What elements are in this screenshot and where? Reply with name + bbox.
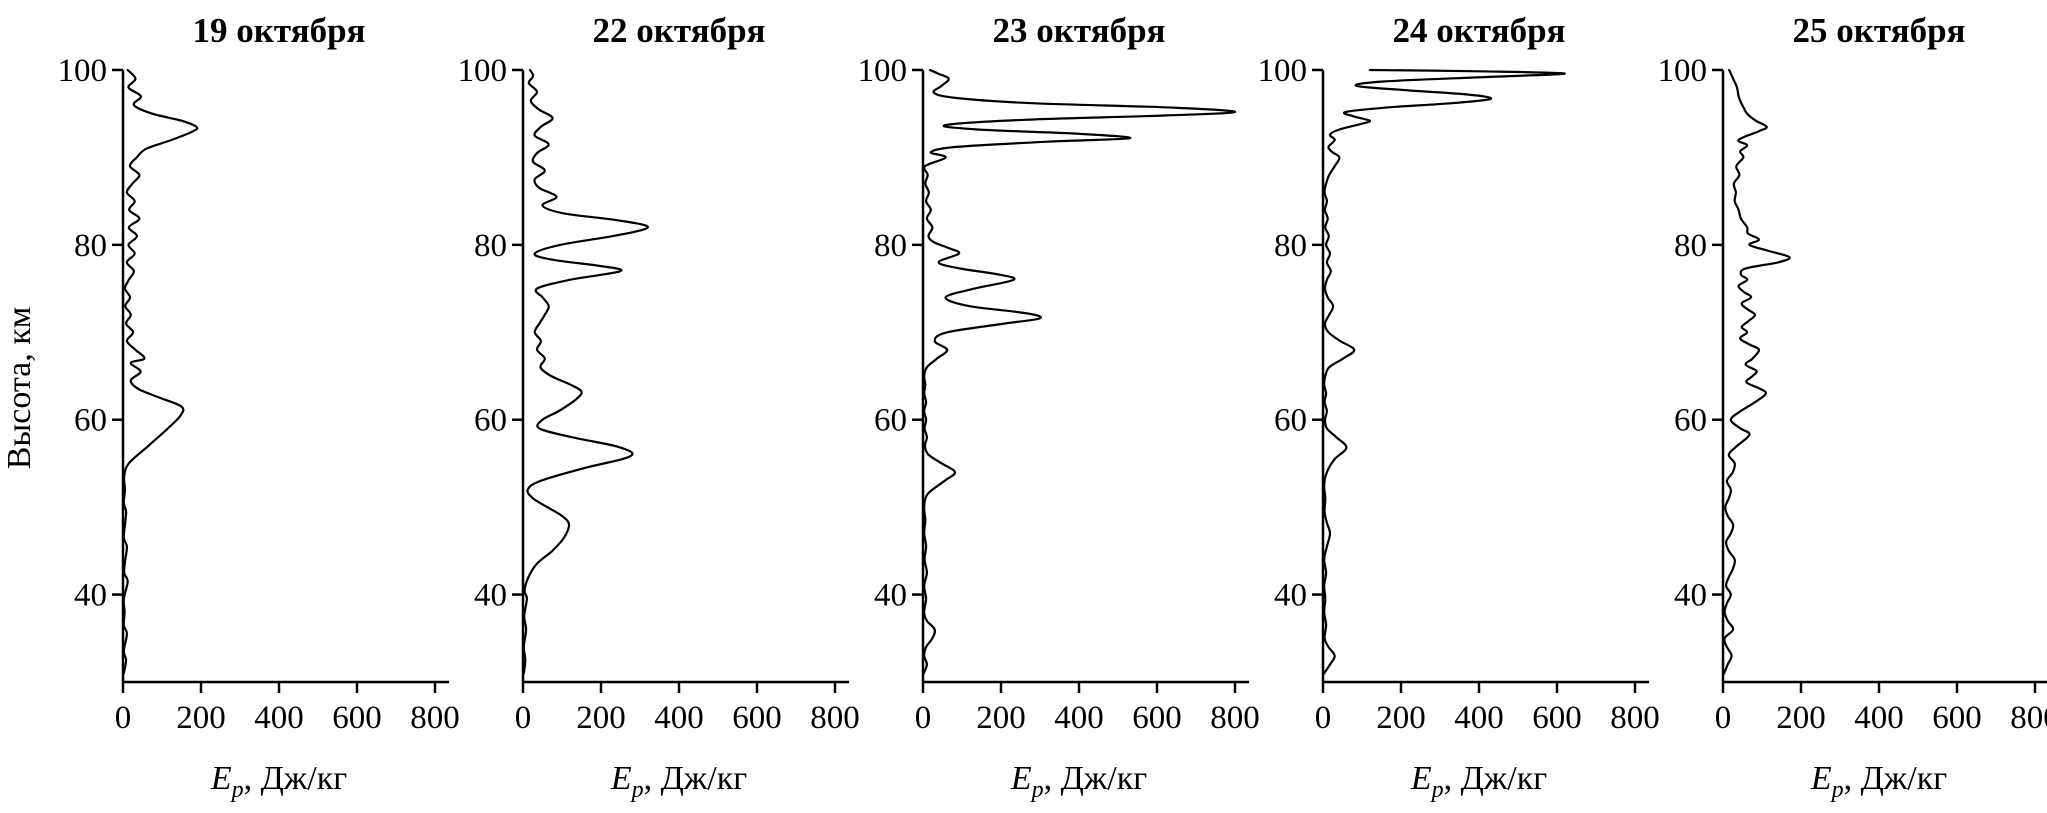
x-tick-label: 200 (1776, 700, 1826, 736)
x-axis-label-var: E (610, 760, 632, 797)
x-axis-label-sub: p (231, 776, 244, 803)
x-axis-label-units: , Дж/кг (243, 760, 348, 797)
y-tick-label: 60 (74, 403, 107, 439)
y-tick-label: 100 (1658, 53, 1708, 89)
ep-profile-chart: 40 60 80 100 0 200 400 600 800 (458, 53, 860, 736)
y-tick-label: 80 (474, 228, 507, 264)
ep-profile-curve (522, 68, 649, 675)
x-tick-label: 600 (1932, 700, 1982, 736)
x-axis-label-sub: p (1031, 776, 1044, 803)
y-tick-label: 40 (474, 578, 507, 614)
x-axis-label-sub: p (1431, 776, 1444, 803)
x-tick-label: 0 (915, 700, 932, 736)
x-axis-label: Ep, Дж/кг (523, 756, 835, 813)
x-tick-label: 0 (515, 700, 532, 736)
x-axis-label-sub: p (1831, 776, 1844, 803)
y-tick-label: 40 (74, 578, 107, 614)
x-tick-label: 200 (976, 700, 1026, 736)
x-tick-label: 800 (810, 700, 860, 736)
x-tick-label: 400 (654, 700, 704, 736)
x-tick-label: 400 (1854, 700, 1904, 736)
x-tick-label: 600 (332, 700, 382, 736)
panel-title: 24 октября (1392, 11, 1566, 50)
y-tick-label: 80 (1274, 228, 1307, 264)
x-axis-label: Ep, Дж/кг (1723, 756, 2035, 813)
x-tick-label: 800 (2010, 700, 2047, 736)
y-tick-label: 40 (1674, 578, 1707, 614)
panel-title: 19 октября (192, 11, 366, 50)
panel-title: 25 октября (1792, 11, 1966, 50)
x-tick-label: 600 (1132, 700, 1182, 736)
x-axis-label-var: E (1010, 760, 1032, 797)
chart-panel-oct19: Высота, км 19 октября 40 60 80 100 0 200 400 60… (0, 0, 460, 805)
chart-panel-oct25: 25 октября 40 60 80 100 0 200 400 600 800 Ep, Дж… (1647, 0, 2047, 805)
x-tick-label: 400 (254, 700, 304, 736)
y-tick-label: 80 (74, 228, 107, 264)
x-tick-label: 200 (176, 700, 226, 736)
x-tick-label: 600 (732, 700, 782, 736)
ep-profile-chart: 40 60 80 100 0 200 400 600 800 (58, 53, 460, 736)
ep-profile-curve (122, 68, 199, 675)
x-axis-label-units: , Дж/кг (1443, 760, 1548, 797)
y-tick-label: 100 (58, 53, 108, 89)
x-tick-label: 600 (1532, 700, 1582, 736)
x-tick-label: 400 (1454, 700, 1504, 736)
x-axis-label-sub: p (631, 776, 644, 803)
panel-title: 22 октября (592, 11, 766, 50)
x-tick-label: 800 (410, 700, 460, 736)
x-axis-label-units: , Дж/кг (1843, 760, 1948, 797)
x-tick-label: 0 (115, 700, 132, 736)
panel-title: 23 октября (992, 11, 1166, 50)
x-tick-label: 0 (1715, 700, 1732, 736)
y-tick-label: 60 (874, 403, 907, 439)
ep-profile-chart: 40 60 80 100 0 200 400 600 800 (1658, 53, 2047, 736)
ep-profile-curve (922, 68, 1237, 675)
y-tick-label: 60 (1674, 403, 1707, 439)
y-tick-label: 60 (1274, 403, 1307, 439)
x-tick-label: 200 (1376, 700, 1426, 736)
ep-profile-chart: 40 60 80 100 0 200 400 600 800 (858, 53, 1260, 736)
y-tick-label: 40 (874, 578, 907, 614)
ep-profile-curve (1323, 68, 1566, 675)
y-tick-label: 80 (1674, 228, 1707, 264)
x-tick-label: 400 (1054, 700, 1104, 736)
x-axis-label-var: E (1810, 760, 1832, 797)
chart-panel-oct24: 24 октября 40 60 80 100 0 200 400 600 800 Ep, Дж… (1247, 0, 1660, 805)
y-tick-label: 60 (474, 403, 507, 439)
x-axis-label-var: E (1410, 760, 1432, 797)
chart-panel-oct22: 22 октября 40 60 80 100 0 200 400 600 800 Ep, Дж… (447, 0, 860, 805)
x-axis-label: Ep, Дж/кг (923, 756, 1235, 813)
ep-profile-chart: 40 60 80 100 0 200 400 600 800 (1258, 53, 1660, 736)
x-tick-label: 200 (576, 700, 626, 736)
y-tick-label: 100 (858, 53, 908, 89)
x-axis-label-units: , Дж/кг (1043, 760, 1148, 797)
x-tick-label: 800 (1210, 700, 1260, 736)
x-axis-label-units: , Дж/кг (643, 760, 748, 797)
y-axis-label: Высота, км (1, 306, 38, 470)
y-tick-label: 100 (458, 53, 508, 89)
y-tick-label: 80 (874, 228, 907, 264)
x-axis-label: Ep, Дж/кг (123, 756, 435, 813)
y-tick-label: 100 (1258, 53, 1308, 89)
x-tick-label: 0 (1315, 700, 1332, 736)
y-tick-label: 40 (1274, 578, 1307, 614)
ep-profile-curve (1723, 68, 1791, 675)
chart-panel-oct23: 23 октября 40 60 80 100 0 200 400 600 800 Ep, Дж… (847, 0, 1260, 805)
x-axis-label: Ep, Дж/кг (1323, 756, 1635, 813)
x-axis-label-var: E (210, 760, 232, 797)
x-tick-label: 800 (1610, 700, 1660, 736)
